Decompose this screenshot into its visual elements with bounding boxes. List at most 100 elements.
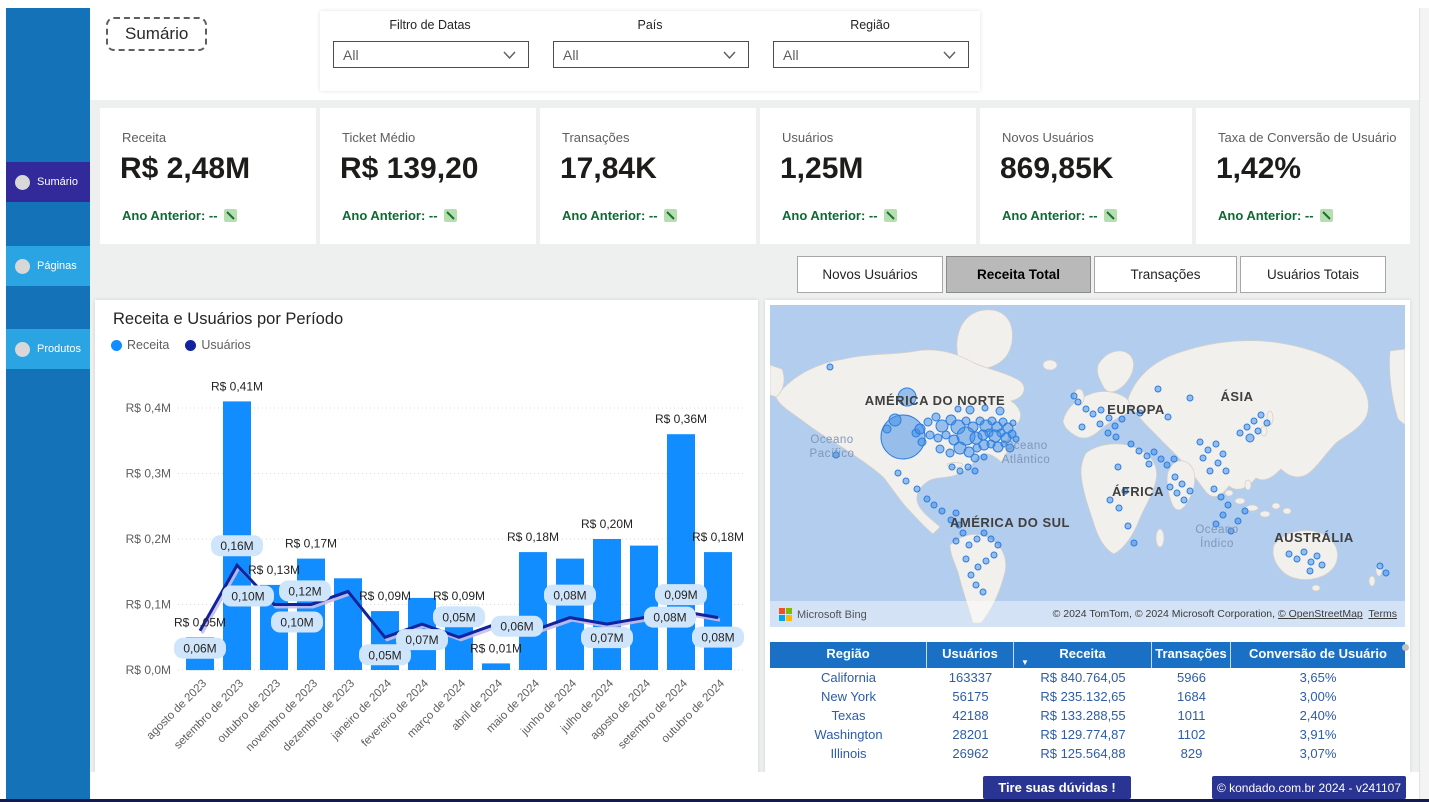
map-canvas: AMÉRICA DO NORTEEUROPAÁSIAÁFRICAAMÉRICA … bbox=[770, 305, 1405, 627]
column-header-conversao-de-usuario[interactable]: Conversão de Usuário bbox=[1231, 642, 1405, 668]
table-cell: 163337 bbox=[927, 668, 1014, 687]
column-header-regiao[interactable]: Região bbox=[770, 642, 927, 668]
sidebar: Sumário Páginas Produtos bbox=[6, 8, 90, 799]
filter-regiao: Região All bbox=[760, 11, 980, 91]
svg-text:setembro de 2023: setembro de 2023 bbox=[172, 678, 246, 752]
svg-text:dezembro de 2023: dezembro de 2023 bbox=[281, 678, 357, 754]
table-cell: 3,07% bbox=[1231, 744, 1405, 763]
bing-logo: Microsoft Bing bbox=[779, 608, 867, 621]
map-label-africa: ÁFRICA bbox=[1112, 484, 1164, 499]
svg-text:0,05M: 0,05M bbox=[442, 610, 475, 624]
table-cell: 3,65% bbox=[1231, 668, 1405, 687]
page-scrollbar[interactable] bbox=[1419, 8, 1429, 799]
kpi-label: Ticket Médio bbox=[342, 130, 415, 145]
svg-text:0,16M: 0,16M bbox=[220, 539, 253, 553]
nav-bullet-icon bbox=[15, 259, 30, 274]
table-cell: 3,91% bbox=[1231, 725, 1405, 744]
terms-link[interactable]: Terms bbox=[1368, 608, 1397, 620]
trend-sparkline-icon bbox=[1320, 209, 1333, 222]
svg-text:R$ 0,09M: R$ 0,09M bbox=[433, 589, 485, 603]
svg-text:R$ 0,3M: R$ 0,3M bbox=[126, 467, 171, 481]
table-cell: 1684 bbox=[1152, 687, 1231, 706]
table-cell: 2,40% bbox=[1231, 706, 1405, 725]
column-header-receita[interactable]: Receita ▼ bbox=[1014, 642, 1152, 668]
kpi-card-ticket-medio: Ticket Médio R$ 139,20 Ano Anterior: -- bbox=[320, 108, 536, 244]
toggle-button-receita-total[interactable]: Receita Total bbox=[946, 256, 1091, 293]
table-cell: 829 bbox=[1152, 744, 1231, 763]
legend-dot-icon bbox=[185, 340, 196, 351]
map-label-america-do-norte: AMÉRICA DO NORTE bbox=[865, 393, 1005, 408]
column-header-transacoes[interactable]: Transações bbox=[1152, 642, 1231, 668]
page-title[interactable]: Sumário bbox=[106, 17, 207, 51]
svg-text:0,07M: 0,07M bbox=[405, 633, 438, 647]
trend-sparkline-icon bbox=[1104, 209, 1117, 222]
filter-label: Região bbox=[760, 18, 980, 32]
kpi-value: 17,84K bbox=[560, 152, 657, 186]
nav-bullet-icon bbox=[15, 342, 30, 357]
toggle-button-novos-usuarios[interactable]: Novos Usuários bbox=[797, 256, 943, 293]
svg-text:0,09M: 0,09M bbox=[664, 588, 697, 602]
table-cell: R$ 235.132,65 bbox=[1014, 687, 1152, 706]
help-button[interactable]: Tire suas dúvidas ! bbox=[983, 776, 1131, 799]
kpi-label: Transações bbox=[562, 130, 629, 145]
chart-legend: Receita Usuários bbox=[111, 338, 251, 352]
table-cell: 5966 bbox=[1152, 668, 1231, 687]
table-row-washington: Washington28201R$ 129.774,8711023,91% bbox=[770, 725, 1405, 744]
toggle-button-transacoes[interactable]: Transações bbox=[1094, 256, 1237, 293]
sidebar-item-sumario[interactable]: Sumário bbox=[6, 162, 90, 202]
table-cell: R$ 129.774,87 bbox=[1014, 725, 1152, 744]
table-cell: California bbox=[770, 668, 927, 687]
svg-text:0,07M: 0,07M bbox=[590, 631, 623, 645]
nav-bullet-icon bbox=[15, 175, 30, 190]
svg-text:R$ 0,09M: R$ 0,09M bbox=[359, 589, 411, 603]
chevron-down-icon bbox=[723, 51, 736, 59]
world-map[interactable]: AMÉRICA DO NORTEEUROPAÁSIAÁFRICAAMÉRICA … bbox=[770, 305, 1405, 627]
svg-text:outubro de 2024: outubro de 2024 bbox=[659, 677, 727, 745]
kpi-previous-year: Ano Anterior: -- bbox=[1218, 208, 1333, 223]
trend-sparkline-icon bbox=[444, 209, 457, 222]
toggle-button-usuarios-totais[interactable]: Usuários Totais bbox=[1240, 256, 1386, 293]
column-header-label: Usuários bbox=[942, 646, 998, 661]
svg-text:R$ 0,17M: R$ 0,17M bbox=[285, 537, 337, 551]
table-cell: R$ 125.564,88 bbox=[1014, 744, 1152, 763]
column-header-usuarios[interactable]: Usuários bbox=[927, 642, 1014, 668]
filter-dropdown-regiao[interactable]: All bbox=[773, 41, 969, 68]
region-table-header: Região Usuários Receita ▼ Transações Conversã… bbox=[770, 642, 1405, 668]
trend-sparkline-icon bbox=[884, 209, 897, 222]
kpi-label: Novos Usuários bbox=[1002, 130, 1094, 145]
svg-text:R$ 0,20M: R$ 0,20M bbox=[581, 517, 633, 531]
column-header-label: Receita bbox=[1059, 646, 1105, 661]
trend-sparkline-icon bbox=[664, 209, 677, 222]
filter-dropdown-pais[interactable]: All bbox=[553, 41, 749, 68]
legend-item-receita[interactable]: Receita bbox=[111, 338, 169, 352]
dropdown-value: All bbox=[334, 47, 503, 63]
svg-text:fevereiro de 2024: fevereiro de 2024 bbox=[359, 677, 431, 749]
kpi-card-transacoes: Transações 17,84K Ano Anterior: -- bbox=[540, 108, 756, 244]
filter-pais: País All bbox=[540, 11, 760, 91]
table-scrollbar-dot[interactable] bbox=[1402, 644, 1409, 651]
column-header-label: Região bbox=[826, 646, 869, 661]
svg-text:R$ 0,41M: R$ 0,41M bbox=[211, 379, 263, 393]
kpi-label: Usuários bbox=[782, 130, 833, 145]
legend-item-usuarios[interactable]: Usuários bbox=[185, 338, 250, 352]
kpi-value: 869,85K bbox=[1000, 152, 1113, 186]
column-header-label: Transações bbox=[1155, 646, 1227, 661]
kpi-previous-year: Ano Anterior: -- bbox=[1002, 208, 1117, 223]
svg-text:0,08M: 0,08M bbox=[653, 611, 686, 625]
table-row-texas: Texas42188R$ 133.288,5510112,40% bbox=[770, 706, 1405, 725]
sort-descending-icon: ▼ bbox=[1021, 658, 1029, 667]
map-label-oceano-atlantico: OceanoAtlântico bbox=[1002, 440, 1051, 466]
table-cell: New York bbox=[770, 687, 927, 706]
sidebar-item-paginas[interactable]: Páginas bbox=[6, 246, 90, 286]
svg-text:0,12M: 0,12M bbox=[288, 584, 321, 598]
kpi-card-taxa-de-conversao-de-usuario: Taxa de Conversão de Usuário 1,42% Ano A… bbox=[1196, 108, 1410, 244]
svg-text:0,10M: 0,10M bbox=[280, 616, 313, 630]
sidebar-item-produtos[interactable]: Produtos bbox=[6, 329, 90, 369]
table-cell: Illinois bbox=[770, 744, 927, 763]
openstreetmap-link[interactable]: © OpenStreetMap bbox=[1278, 608, 1363, 620]
legend-dot-icon bbox=[111, 340, 122, 351]
map-landmasses bbox=[770, 310, 1405, 623]
filter-dropdown-filtro-de-datas[interactable]: All bbox=[333, 41, 529, 68]
map-table-card: AMÉRICA DO NORTEEUROPAÁSIAÁFRICAAMÉRICA … bbox=[765, 300, 1410, 772]
map-label-oceano-indico: OceanoÍndico bbox=[1195, 524, 1238, 550]
